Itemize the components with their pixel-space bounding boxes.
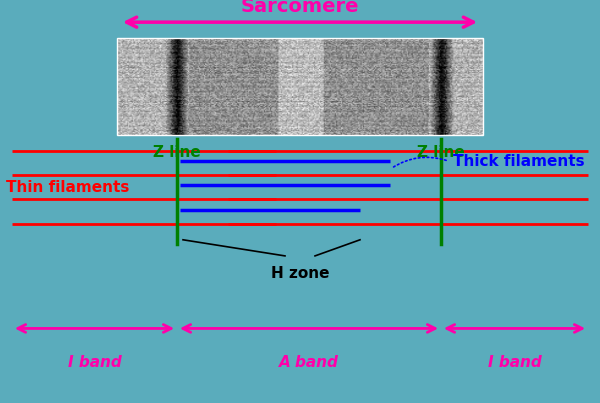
Text: H zone: H zone xyxy=(271,266,329,281)
Bar xyxy=(117,38,483,135)
Text: Thin filaments: Thin filaments xyxy=(6,180,130,195)
Text: Z line: Z line xyxy=(153,145,201,160)
Text: Sarcomere: Sarcomere xyxy=(241,0,359,16)
Text: Thick filaments: Thick filaments xyxy=(453,154,584,169)
Text: A band: A band xyxy=(279,355,339,370)
Text: Z line: Z line xyxy=(417,145,465,160)
Text: I band: I band xyxy=(68,355,121,370)
Text: I band: I band xyxy=(488,355,541,370)
